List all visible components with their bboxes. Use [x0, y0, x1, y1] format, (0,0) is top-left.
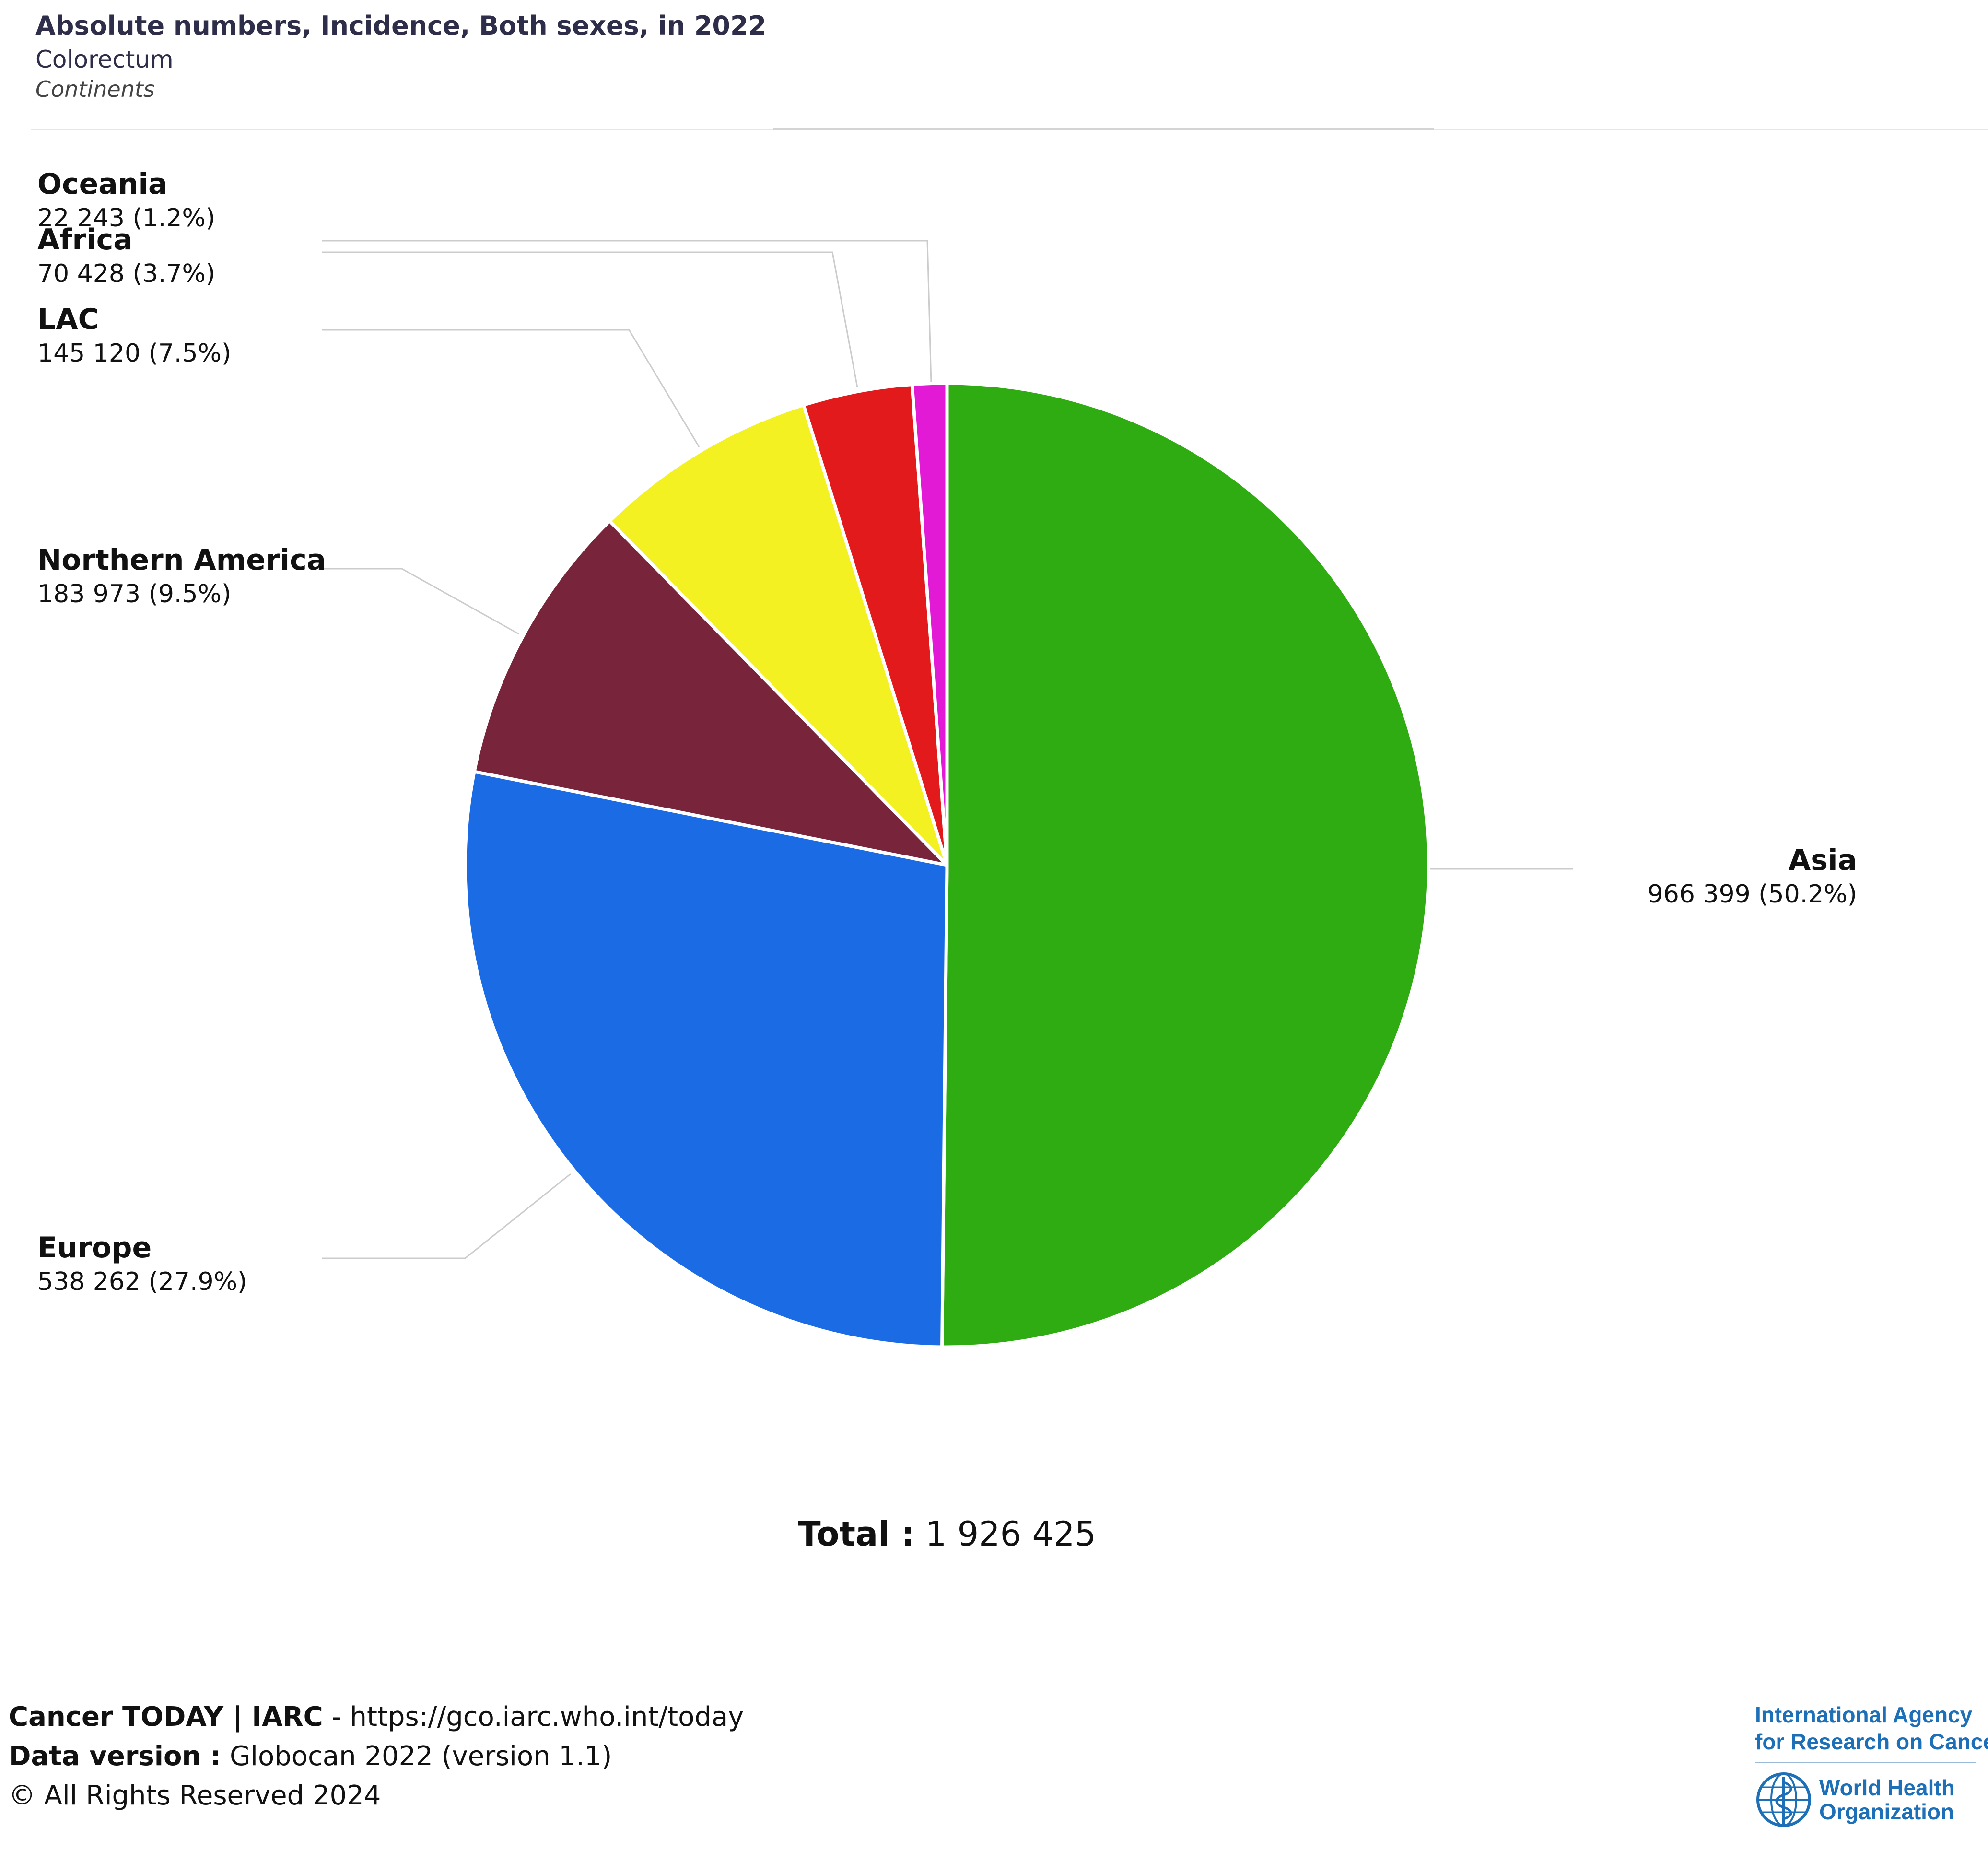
- who-emblem-icon: [1756, 1772, 1811, 1827]
- slice-label-oceania: Oceania: [37, 167, 168, 201]
- slice-value-asia: 966 399 (50.2%): [1648, 880, 1857, 909]
- pie-slice-lac[interactable]: [608, 403, 949, 867]
- leader-line-northern-america: [322, 568, 519, 635]
- footer-rights: © All Rights Reserved 2024: [9, 1780, 381, 1811]
- pie-slice-africa[interactable]: [802, 383, 949, 867]
- chart-title: Absolute numbers, Incidence, Both sexes,…: [35, 11, 767, 41]
- footer-version: Data version : Globocan 2022 (version 1.…: [9, 1737, 744, 1776]
- total-value: 1 926 425: [925, 1514, 1097, 1554]
- iarc-logo: International Agency for Research on Can…: [1755, 1701, 1988, 1755]
- who-logo-line1: World Health: [1819, 1775, 1955, 1800]
- slice-value-africa: 70 428 (3.7%): [37, 259, 215, 288]
- slice-label-northern-america: Northern America: [37, 543, 326, 577]
- slice-label-lac: LAC: [37, 303, 99, 336]
- footer-brand: Cancer TODAY | IARC: [9, 1701, 323, 1733]
- chart-header: Absolute numbers, Incidence, Both sexes,…: [35, 11, 766, 102]
- footer-version-label: Data version :: [9, 1741, 222, 1772]
- iarc-logo-line1: International Agency: [1755, 1702, 1973, 1727]
- header-divider-accent: [773, 128, 1434, 130]
- slice-value-northern-america: 183 973 (9.5%): [37, 580, 231, 609]
- slice-value-oceania: 22 243 (1.2%): [37, 204, 215, 233]
- logos: International Agency for Research on Can…: [1755, 1701, 1988, 1828]
- pie-slice-northern-america[interactable]: [472, 519, 949, 867]
- pie-slice-europe[interactable]: [463, 770, 949, 1349]
- leader-line-europe: [322, 1173, 571, 1259]
- slice-value-europe: 538 262 (27.9%): [37, 1267, 247, 1296]
- footer-source: Cancer TODAY | IARC - https://gco.iarc.w…: [9, 1698, 744, 1737]
- who-logo: World Health Organization: [1755, 1771, 1976, 1828]
- logo-divider: [1755, 1762, 1976, 1763]
- slice-value-lac: 145 120 (7.5%): [37, 339, 231, 368]
- leader-line-lac: [322, 329, 700, 447]
- leader-line-africa: [322, 251, 858, 388]
- chart-grouping: Continents: [35, 76, 155, 102]
- slice-label-africa: Africa: [37, 223, 133, 257]
- who-logo-line2: Organization: [1819, 1799, 1954, 1824]
- slice-label-europe: Europe: [37, 1231, 152, 1265]
- leader-line-oceania: [322, 240, 932, 384]
- footer-url[interactable]: - https://gco.iarc.who.int/today: [323, 1701, 744, 1733]
- footer-version-value: Globocan 2022 (version 1.1): [221, 1741, 612, 1772]
- chart-total: Total : 1 926 425: [0, 1514, 1894, 1554]
- chart-subtitle: Colorectum: [35, 46, 174, 73]
- total-label: Total :: [797, 1514, 915, 1554]
- pie-slice-asia[interactable]: [940, 381, 1431, 1349]
- footer: Cancer TODAY | IARC - https://gco.iarc.w…: [9, 1698, 744, 1816]
- iarc-logo-line2: for Research on Cancer: [1755, 1729, 1988, 1754]
- slice-label-asia: Asia: [1789, 843, 1857, 877]
- pie-slice-oceania[interactable]: [910, 381, 949, 867]
